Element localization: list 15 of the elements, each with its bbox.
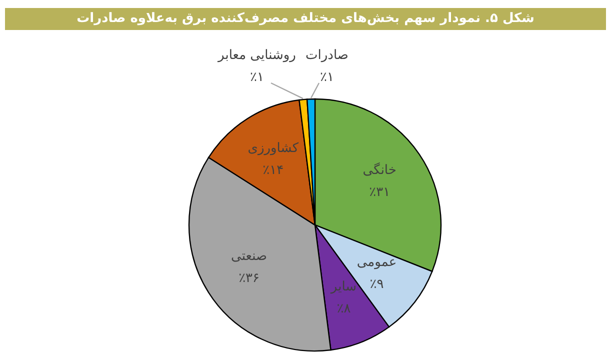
data-label: ٪۳۱ xyxy=(369,185,390,200)
data-label: ٪۱ xyxy=(320,70,334,85)
slice-label: صادرات xyxy=(306,48,348,63)
data-label: ٪۱ xyxy=(250,70,264,85)
slice-label: خانگی xyxy=(362,162,396,178)
slice-label: صنعتی xyxy=(231,248,268,264)
slice-label: سایر xyxy=(330,280,357,295)
data-label: ٪۱۴ xyxy=(262,163,284,178)
data-label: ٪۳۶ xyxy=(238,270,260,286)
data-label: ٪۸ xyxy=(336,302,351,317)
slice-label: عمومی xyxy=(356,254,397,270)
chart-title: شکل ۵. نمودار سهم بخش‌های مختلف مصرف‌کننده برق به‌علاوه صادرات xyxy=(5,8,606,30)
slice-label: کشاورزی xyxy=(248,141,300,156)
data-label: ٪۹ xyxy=(370,276,384,292)
slice-label: روشنایی معابر xyxy=(217,48,296,63)
